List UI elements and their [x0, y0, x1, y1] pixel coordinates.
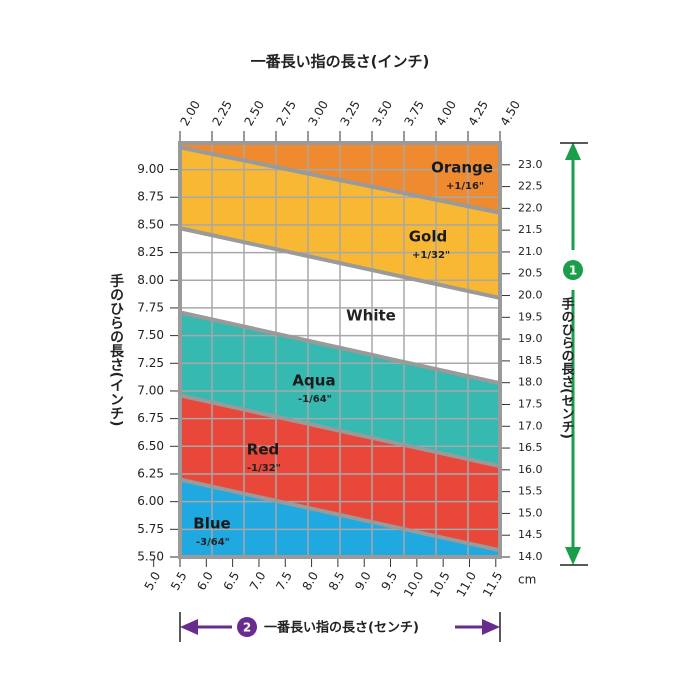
- x2-tick-label: 11.5: [480, 569, 505, 599]
- y2-tick-label: 20.0: [518, 289, 543, 302]
- x2-axis-title: 一番長い指の長さ(センチ): [264, 620, 419, 636]
- x2-tick-label: 10.5: [427, 569, 452, 599]
- x2-unit: cm: [518, 573, 536, 587]
- y-tick-label: 7.50: [137, 328, 164, 342]
- plot-border: [178, 141, 502, 559]
- x-tick-label: 4.25: [466, 98, 491, 128]
- x2-tick-label: 9.0: [352, 569, 374, 593]
- x2-tick-label: 8.0: [300, 569, 322, 593]
- x-tick-label: 2.00: [178, 98, 203, 128]
- x2-tick-label: 6.5: [221, 569, 243, 593]
- y2-tick-label: 16.5: [518, 441, 543, 454]
- x2-tick-label: 7.0: [247, 569, 269, 593]
- y-tick-label: 8.50: [137, 217, 164, 231]
- y2-axis-title: 手のひらの長さ(センチ): [559, 296, 575, 438]
- band-name: White: [346, 307, 396, 325]
- band-name: Orange: [431, 159, 493, 177]
- band-offset: -3/64": [196, 537, 230, 548]
- y2-tick-label: 20.5: [518, 267, 543, 280]
- y-axis-title: 手のひらの長さ(インチ): [108, 273, 124, 426]
- y2-tick-label: 16.0: [518, 463, 543, 476]
- y-tick-label: 5.75: [137, 522, 164, 536]
- x-tick-label: 3.00: [306, 98, 331, 128]
- y2-tick-label: 15.5: [518, 485, 543, 498]
- y2-tick-label: 22.0: [518, 201, 543, 214]
- x2-tick-label: 5.0: [142, 569, 164, 593]
- band-name: Blue: [193, 515, 230, 533]
- y2-tick-label: 23.0: [518, 158, 543, 171]
- y2-tick-label: 22.5: [518, 180, 543, 193]
- band-boundary: [179, 477, 501, 553]
- y2-tick-label: 17.5: [518, 397, 543, 410]
- y2-tick-label: 18.0: [518, 376, 543, 389]
- band-boundary: [179, 145, 501, 215]
- y-tick-label: 6.25: [137, 466, 164, 480]
- y-tick-label: 8.25: [137, 245, 164, 259]
- band-boundary: [179, 310, 501, 386]
- band-name: Red: [247, 441, 279, 459]
- x-tick-label: 3.25: [338, 98, 363, 128]
- band-offset: -1/32": [247, 463, 281, 474]
- x2-tick-label: 11.0: [454, 569, 479, 599]
- y-tick-label: 6.75: [137, 411, 164, 425]
- x2-tick-label: 5.5: [168, 569, 190, 593]
- y2-tick-label: 17.0: [518, 419, 543, 432]
- band-offset: -1/64": [298, 394, 332, 405]
- badge: [563, 260, 583, 280]
- x2-tick-label: 10.0: [401, 569, 426, 599]
- y-tick-label: 8.75: [137, 190, 164, 204]
- x2-tick-label: 6.0: [194, 569, 216, 593]
- arrow-head: [482, 619, 500, 635]
- y2-tick-label: 18.5: [518, 354, 543, 367]
- x2-tick-label: 7.5: [273, 569, 295, 593]
- y2-tick-label: 14.0: [518, 550, 543, 563]
- band-name: Aqua: [292, 372, 335, 390]
- badge-number: 1: [569, 264, 577, 278]
- y-tick-label: 5.50: [137, 550, 164, 564]
- band-offset: +1/16": [446, 181, 484, 192]
- x-tick-label: 4.00: [434, 98, 459, 128]
- y2-tick-label: 21.5: [518, 223, 543, 236]
- x2-tick-label: 8.5: [326, 569, 348, 593]
- arrow-head: [565, 547, 581, 565]
- arrow-head: [565, 142, 581, 160]
- arrow-head: [180, 619, 198, 635]
- band-boundary: [179, 393, 501, 469]
- band-offset: +1/32": [412, 250, 450, 261]
- x-tick-label: 3.50: [370, 98, 395, 128]
- x-tick-label: 4.50: [498, 98, 523, 128]
- x-tick-label: 3.75: [402, 98, 427, 128]
- chart-title: 一番長い指の長さ(インチ): [251, 53, 430, 71]
- x-tick-label: 2.75: [274, 98, 299, 128]
- y2-tick-label: 14.5: [518, 528, 543, 541]
- x-tick-label: 2.25: [210, 98, 235, 128]
- y-tick-label: 6.00: [137, 494, 164, 508]
- y-tick-label: 9.00: [137, 162, 164, 176]
- band-name: Gold: [409, 228, 448, 246]
- badge: [237, 617, 257, 637]
- badge-number: 2: [243, 621, 251, 635]
- band-boundary: [179, 226, 501, 300]
- y-tick-label: 7.75: [137, 300, 164, 314]
- y2-tick-label: 19.0: [518, 332, 543, 345]
- y-tick-label: 7.00: [137, 383, 164, 397]
- x2-tick-label: 9.5: [378, 569, 400, 593]
- y2-tick-label: 21.0: [518, 245, 543, 258]
- y-tick-label: 7.25: [137, 356, 164, 370]
- y-tick-label: 8.00: [137, 273, 164, 287]
- x-tick-label: 2.50: [242, 98, 267, 128]
- y2-tick-label: 19.5: [518, 310, 543, 323]
- y2-tick-label: 15.0: [518, 506, 543, 519]
- y-tick-label: 6.50: [137, 439, 164, 453]
